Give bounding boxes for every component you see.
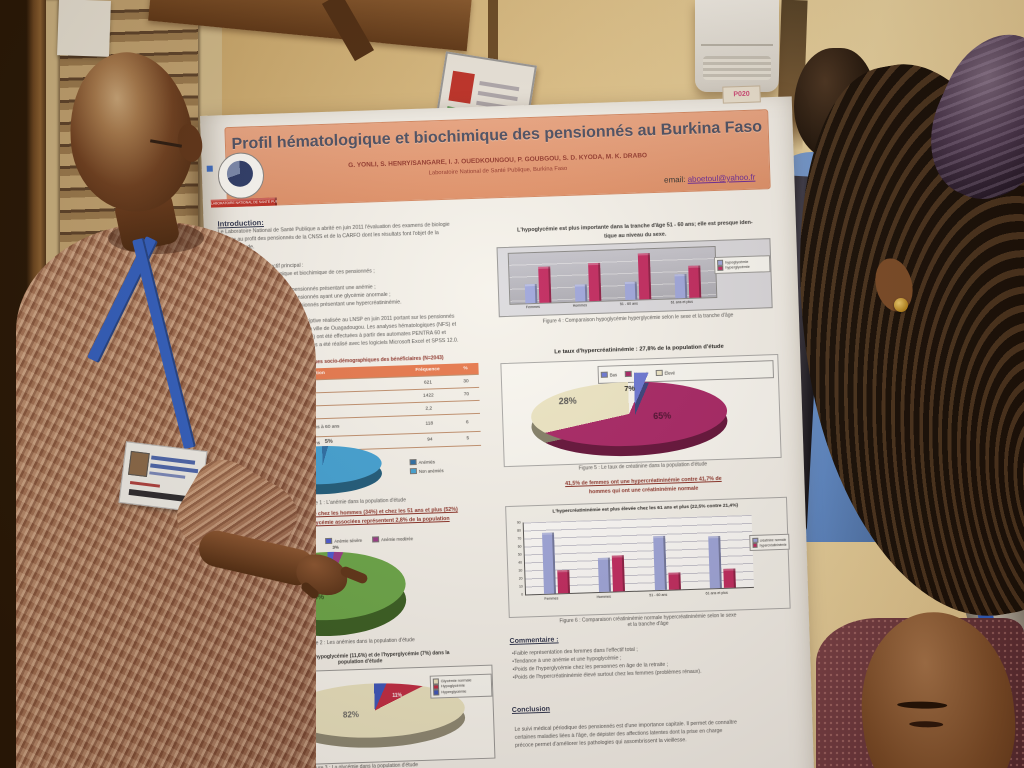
- gold-earring: [894, 298, 908, 312]
- air-conditioner: [695, 0, 779, 92]
- hanging-pole: [488, 0, 498, 62]
- eye: [909, 721, 944, 728]
- ac-seam: [701, 44, 773, 46]
- ac-vents: [703, 56, 771, 80]
- eyebrow: [897, 701, 948, 710]
